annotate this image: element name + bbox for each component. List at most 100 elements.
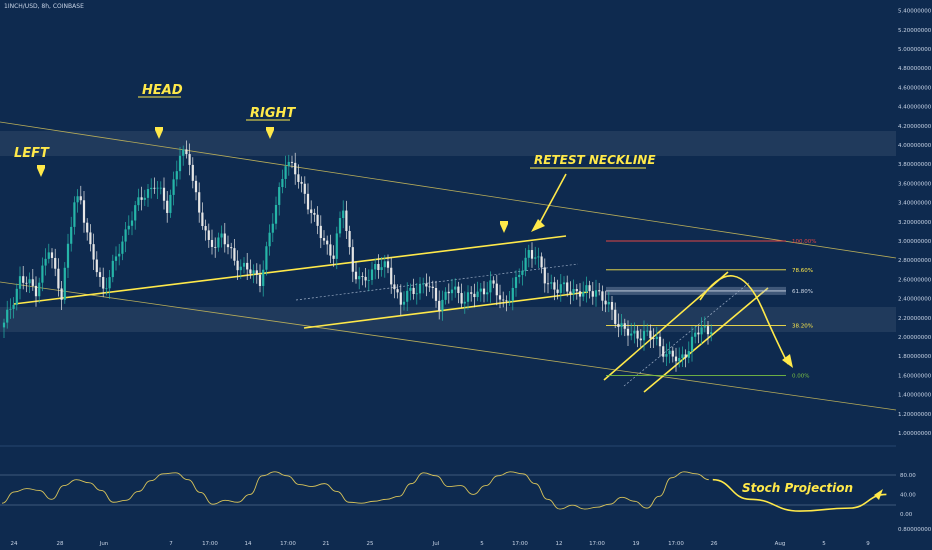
candle-body (409, 287, 412, 291)
candle-body (178, 155, 182, 172)
candle-body (258, 274, 262, 286)
candle-body (207, 230, 210, 240)
candle-body (265, 246, 268, 270)
resistance-zone (0, 131, 896, 156)
candle-body (655, 336, 658, 340)
candle-body (511, 287, 514, 301)
candle-body (428, 286, 431, 288)
candle-body (626, 328, 630, 336)
candle-body (156, 187, 159, 189)
candle-body (348, 231, 351, 248)
candle-body (159, 187, 162, 189)
candle-body (316, 214, 319, 226)
price-tick-label: 4.00000000 (898, 143, 932, 149)
retest-pointer (537, 173, 567, 227)
time-tick-label: 19 (633, 541, 640, 547)
label-retest: RETEST NECKLINE (534, 153, 656, 167)
underline-left (37, 165, 45, 168)
candle-body (319, 225, 322, 239)
candle-body (185, 149, 188, 155)
time-tick-label: 17:00 (668, 541, 684, 547)
price-tick-label: 2.20000000 (898, 316, 932, 322)
candle-body (476, 291, 479, 298)
price-axis[interactable]: 5.40000000 5.20000000 5.00000000 4.80000000… (898, 9, 932, 533)
candle-body (28, 279, 31, 284)
price-tick-label: 1.80000000 (898, 354, 932, 360)
candle-body (575, 289, 578, 292)
time-tick-label: 7 (169, 541, 173, 547)
price-tick-label: 1.20000000 (898, 412, 932, 418)
price-tick-label: 0.80000000 (898, 527, 932, 533)
candle-body (486, 292, 489, 295)
time-tick-label: 9 (866, 541, 870, 547)
candle-body (111, 260, 114, 278)
stoch-line (1, 471, 709, 510)
candle-body (95, 259, 98, 273)
candle-body (441, 299, 444, 311)
candle-body (505, 300, 508, 302)
candle-body (620, 323, 623, 328)
candle-body (50, 252, 54, 258)
candle-body (521, 270, 524, 275)
candle-body (220, 233, 223, 238)
candle-body (102, 277, 105, 289)
candle-body (495, 283, 498, 296)
candle-body (418, 284, 422, 294)
candle-body (671, 350, 674, 357)
candle-body (386, 261, 390, 268)
arrow-retest-stem (500, 221, 508, 224)
candle-body (639, 338, 642, 341)
candle-body (137, 197, 140, 206)
candle-body (463, 301, 466, 304)
candle-body (73, 202, 76, 227)
candle-body (143, 197, 146, 200)
rising-channel-lower (643, 287, 769, 393)
candle-body (322, 238, 326, 241)
candle-body (665, 354, 668, 357)
label-head: HEAD (142, 83, 183, 98)
price-tick-label: 1.40000000 (898, 393, 932, 399)
candle-body (31, 279, 34, 286)
candle-body (652, 338, 655, 340)
projection-arrow (699, 275, 789, 365)
candle-body (57, 268, 60, 289)
candle-body (623, 323, 626, 329)
candle-body (281, 178, 284, 188)
price-tick-label: 1.60000000 (898, 373, 932, 379)
candle-body (482, 288, 486, 295)
candle-body (76, 196, 79, 203)
candle-body (559, 284, 562, 293)
candle-body (194, 180, 198, 193)
candle-body (434, 288, 438, 301)
projection-arrowhead (782, 354, 793, 368)
stoch-axis[interactable]: 80.00 40.00 0.00 (900, 473, 916, 518)
candle-body (223, 233, 226, 245)
candle-body (681, 354, 684, 358)
arrow-left-icon (37, 168, 45, 177)
stoch-projection-curve (712, 478, 887, 512)
candle-body (140, 197, 143, 200)
time-tick-label: 26 (711, 541, 718, 547)
price-tick-label: 3.40000000 (898, 201, 932, 207)
candle-body (684, 354, 687, 358)
candle-body (422, 283, 425, 285)
candle-body (588, 285, 591, 292)
candle-body (242, 262, 246, 267)
candle-body (370, 269, 374, 280)
candle-body (246, 262, 249, 270)
candle-body (287, 161, 290, 167)
fib-label: 0.00% (792, 373, 809, 379)
candle-body (290, 161, 294, 163)
time-axis[interactable]: 24 28 Jun 7 17:00 14 17:00 21 25 Jul 5 17:00 12 17:00… (11, 541, 871, 547)
candle-body (540, 256, 543, 268)
candle-body (662, 346, 665, 357)
candle-body (377, 263, 380, 271)
candle-body (34, 285, 38, 297)
candle-body (604, 300, 607, 305)
candle-body (450, 289, 454, 294)
candle-body (694, 332, 697, 337)
flag-mid-dashed (295, 263, 579, 301)
candle-body (300, 181, 303, 184)
time-tick-label: Aug (775, 541, 786, 547)
